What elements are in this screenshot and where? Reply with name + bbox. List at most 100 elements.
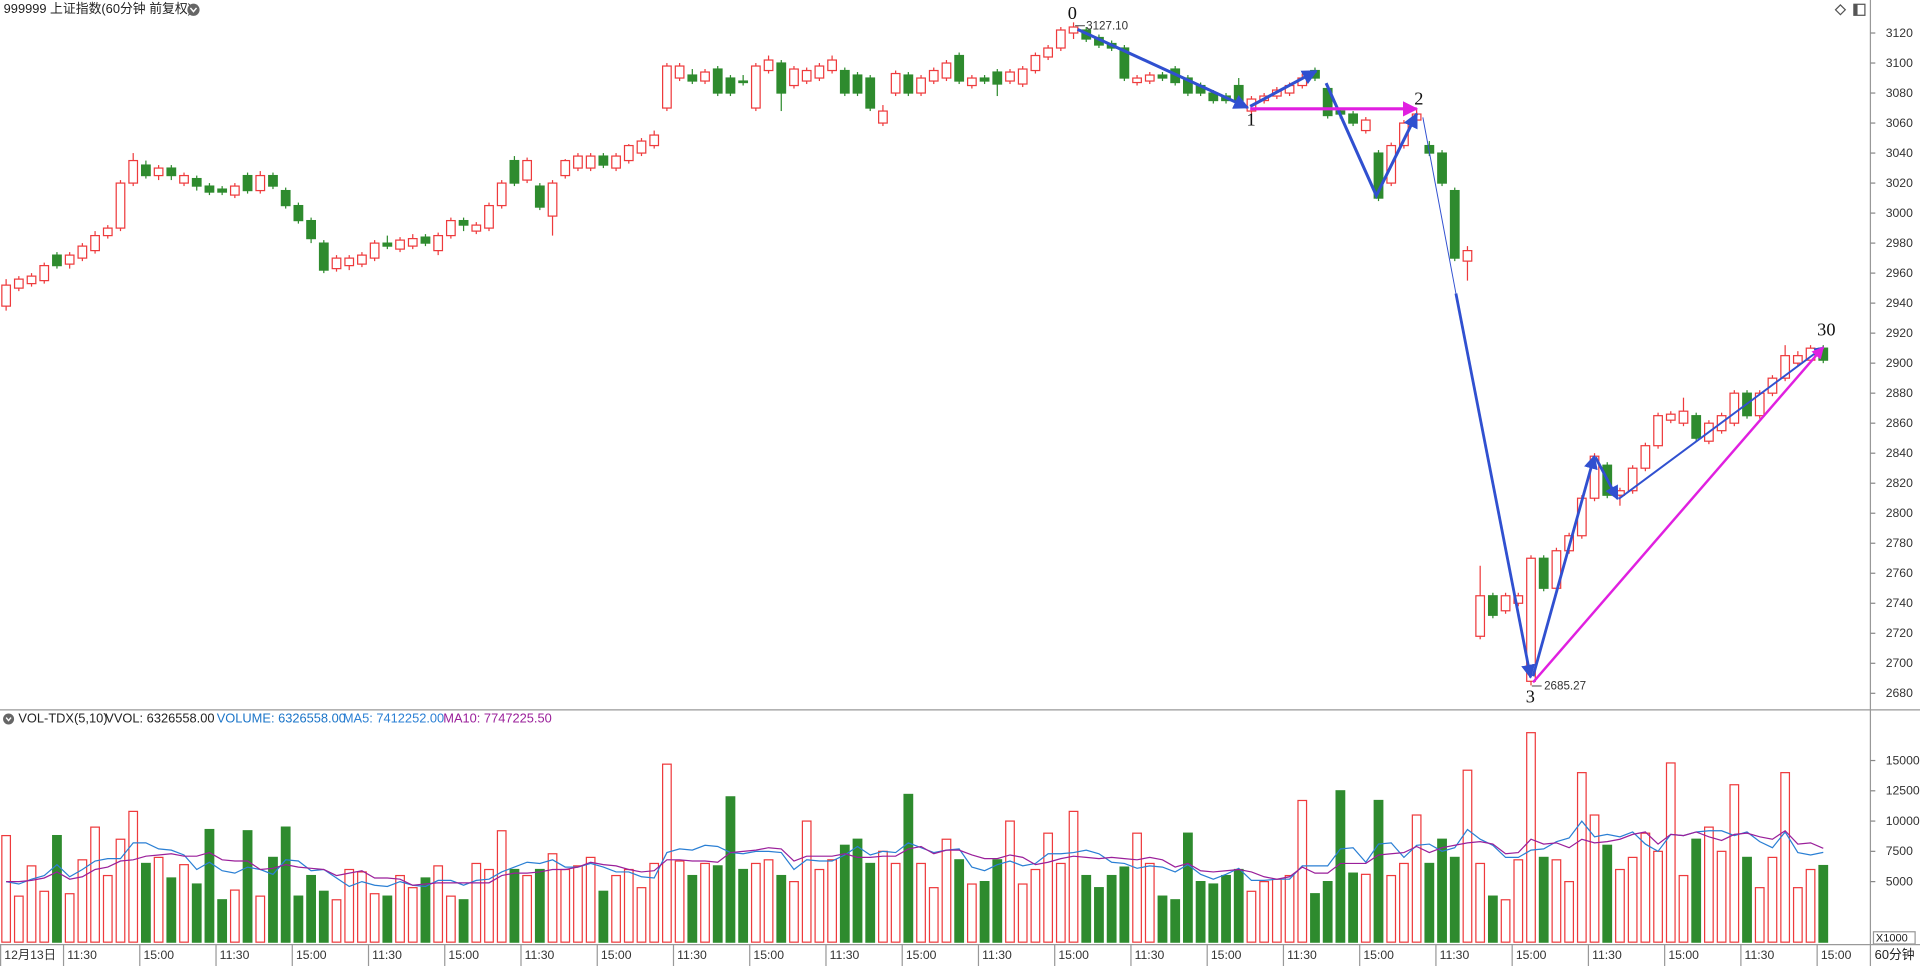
- volume-bar: [179, 864, 189, 943]
- candle-body: [776, 62, 787, 94]
- x-tick-label: 15:00: [143, 948, 174, 962]
- candle-body: [255, 174, 266, 192]
- vol-subtitle: VVOL: 6326558.00: [105, 710, 214, 725]
- candle-body: [547, 182, 558, 217]
- y-tick-label: 2780: [1886, 536, 1913, 550]
- volume-bar: [1627, 856, 1638, 943]
- volume-bar: [471, 862, 482, 943]
- volume-bar: [1526, 732, 1536, 943]
- candle-body: [1233, 84, 1244, 102]
- candle-body: [852, 74, 863, 94]
- candle-body: [1538, 557, 1549, 589]
- volume-bar: [611, 874, 621, 943]
- wave-line: [1532, 346, 1825, 684]
- volume-bar: [941, 838, 952, 943]
- volume-bar: [1780, 772, 1791, 943]
- candle-body: [204, 185, 215, 193]
- volume-bar: [1653, 850, 1663, 943]
- y-tick-label: 5000: [1886, 874, 1913, 888]
- volume-bar: [623, 868, 634, 943]
- candle-body: [738, 80, 749, 84]
- x-tick-label: 15:00: [1821, 948, 1852, 962]
- candle-body: [1500, 595, 1511, 612]
- volume-bar: [966, 883, 977, 943]
- candle-body: [623, 144, 634, 162]
- legend-entry: VOLUME: 6326558.00: [217, 710, 346, 725]
- volume-bar: [585, 856, 596, 943]
- volume-bar: [217, 899, 228, 943]
- volume-bar: [293, 895, 304, 943]
- candle-body: [712, 68, 723, 94]
- volume-bar: [344, 868, 355, 943]
- menu-button[interactable]: [187, 3, 200, 16]
- volume-bar: [1322, 881, 1333, 943]
- y-tick-label: 3080: [1886, 86, 1913, 100]
- y-tick-label: 2860: [1886, 416, 1913, 430]
- candle-body: [496, 182, 507, 207]
- volume-bar: [1767, 856, 1778, 943]
- wave-line: [1531, 454, 1598, 677]
- volume-bar: [890, 862, 901, 943]
- y-tick-label: 2760: [1886, 566, 1913, 580]
- wave-label: 3: [1526, 686, 1535, 706]
- candle-body: [1487, 595, 1498, 616]
- candle-body: [1691, 415, 1702, 439]
- candle-body: [1475, 595, 1486, 637]
- y-tick-label: 2980: [1886, 236, 1913, 250]
- volume-bar: [420, 877, 431, 943]
- volume-bar: [433, 865, 444, 943]
- volume-bar: [1195, 881, 1206, 943]
- x-tick-label: 15:00: [1363, 948, 1394, 962]
- volume-bar: [382, 895, 393, 943]
- wave-line: [1249, 69, 1318, 108]
- vol-title: VOL-TDX(5,10): [18, 710, 107, 725]
- volume-bar: [407, 887, 418, 943]
- candle-body: [789, 68, 799, 87]
- candle-body: [1030, 54, 1041, 72]
- volume-bar: [90, 826, 100, 943]
- candle-body: [90, 234, 100, 252]
- volume-bar: [242, 830, 253, 943]
- y-tick-label: 7500: [1886, 844, 1913, 858]
- candle-body: [674, 65, 685, 79]
- volume-bar: [1500, 899, 1511, 943]
- candle-body: [52, 254, 62, 267]
- y-tick-label: 3020: [1886, 176, 1913, 190]
- candle-body: [369, 242, 380, 259]
- volume-bar: [789, 881, 799, 943]
- menu-arrow: [189, 7, 198, 13]
- volume-bar: [1678, 874, 1689, 943]
- candle-body: [13, 278, 24, 289]
- candle-body: [1005, 71, 1015, 82]
- volume-bar: [1183, 832, 1193, 943]
- candle-body: [357, 254, 367, 265]
- candle-body: [903, 74, 914, 94]
- wave-label: 1: [1247, 109, 1256, 129]
- candle-body: [916, 77, 926, 94]
- candle-body: [878, 110, 888, 124]
- y-tick-label: 3000: [1886, 206, 1913, 220]
- volume-bar: [1132, 832, 1142, 943]
- volume-bar: [1513, 859, 1524, 943]
- volume-bar: [750, 862, 761, 943]
- volume-bar: [445, 895, 456, 943]
- vol-menu-button[interactable]: [3, 713, 15, 725]
- candle-body: [509, 159, 520, 184]
- x-tick-label: 11:30: [1745, 948, 1775, 962]
- volume-bar: [1373, 799, 1384, 943]
- volume-bar: [712, 865, 723, 943]
- diamond-button[interactable]: [1834, 4, 1847, 16]
- volume-bar: [1487, 895, 1498, 943]
- ma-line: [6, 820, 1824, 888]
- volume-bar: [26, 865, 37, 943]
- candle-body: [1157, 74, 1168, 79]
- wave-line: [1594, 456, 1619, 501]
- volume-bar: [1615, 868, 1625, 943]
- volume-bar: [1310, 893, 1320, 943]
- candle-body: [725, 77, 736, 94]
- x-tick-label: 15:00: [296, 948, 327, 962]
- volume-bar: [484, 868, 494, 943]
- volume-bar: [1704, 826, 1714, 943]
- candle-body: [77, 245, 88, 259]
- candle-body: [1119, 47, 1130, 79]
